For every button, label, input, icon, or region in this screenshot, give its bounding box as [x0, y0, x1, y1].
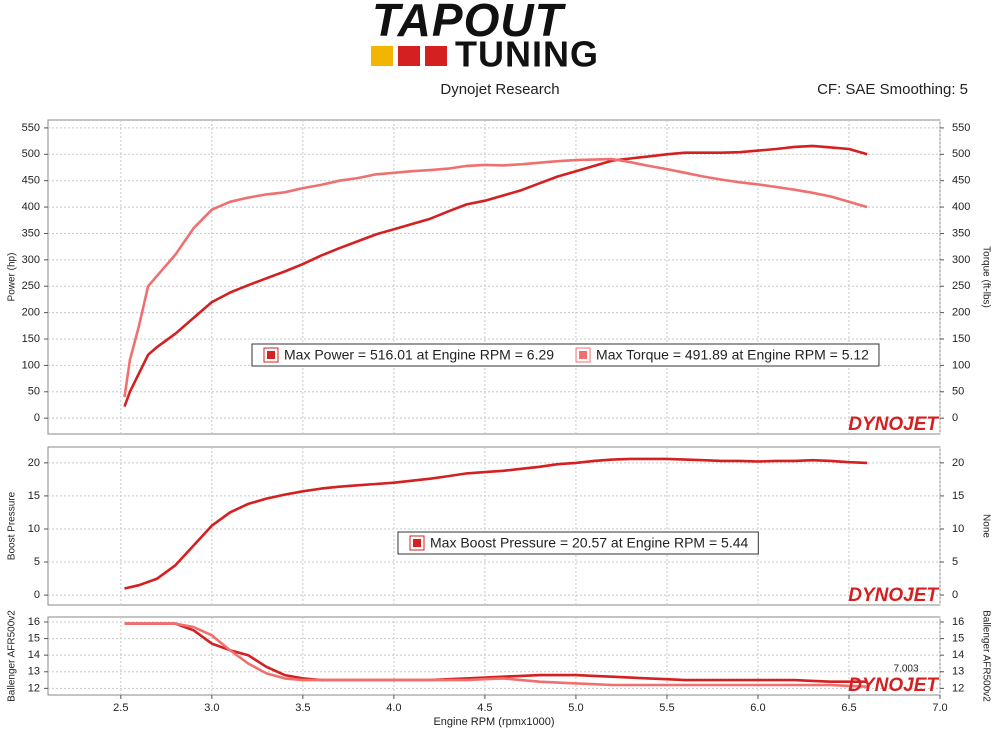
watermark: DYNOJET	[848, 675, 939, 696]
plot-area	[47, 616, 941, 696]
y-tick-label: 15	[28, 490, 40, 502]
y2-tick-label: 20	[952, 457, 964, 469]
x-axis-label: Engine RPM (rpmx1000)	[433, 716, 554, 728]
logo-top: TAPOUT	[372, 0, 567, 46]
y2-tick-label: 150	[952, 333, 970, 345]
y-tick-label: 5	[34, 556, 40, 568]
watermark: DYNOJET	[848, 585, 939, 606]
y2-tick-label: 12	[952, 682, 964, 694]
logo-stripe	[398, 46, 420, 66]
y-tick-label: 16	[28, 616, 40, 628]
series-line	[123, 144, 868, 408]
y2-tick-label: 500	[952, 148, 970, 160]
y-tick-label: 200	[22, 307, 40, 319]
logo-bottom: TUNING	[455, 34, 599, 75]
series-line	[124, 622, 868, 688]
y-tick-label: 100	[22, 359, 40, 371]
y2-axis-label: Ballenger AFR500v2	[980, 610, 991, 702]
legend-box	[397, 531, 759, 555]
x-tick-label: 6.5	[841, 702, 856, 714]
y-tick-label: 150	[22, 333, 40, 345]
y-axis-label: Ballenger AFR500v2	[7, 610, 18, 702]
y-tick-label: 450	[22, 175, 40, 187]
y-tick-label: 400	[22, 201, 40, 213]
legend-label: Max Torque = 491.89 at Engine RPM = 5.12	[596, 347, 869, 363]
y2-tick-label: 300	[952, 254, 970, 266]
logo-stripe	[425, 46, 447, 66]
y2-tick-label: 200	[952, 307, 970, 319]
legend-label: Max Power = 516.01 at Engine RPM = 6.29	[284, 347, 554, 363]
y-tick-label: 10	[28, 523, 40, 535]
x-tick-label: 5.5	[659, 702, 674, 714]
y-tick-label: 50	[28, 386, 40, 398]
y2-axis-label: Torque (ft-lbs)	[980, 246, 991, 308]
plot-area	[47, 119, 941, 435]
y-tick-label: 15	[28, 632, 40, 644]
y2-tick-label: 0	[952, 589, 958, 601]
x-tick-label: 4.0	[386, 702, 401, 714]
y2-tick-label: 13	[952, 666, 964, 678]
y2-tick-label: 15	[952, 632, 964, 644]
legend: Max Boost Pressure = 20.57 at Engine RPM…	[397, 531, 759, 555]
y-tick-label: 13	[28, 666, 40, 678]
x-tick-label: 5.0	[568, 702, 583, 714]
source: Dynojet Research	[440, 81, 559, 98]
y2-tick-label: 5	[952, 556, 958, 568]
y-tick-label: 250	[22, 280, 40, 292]
x-tick-label: 2.5	[113, 702, 128, 714]
x-tick-label: 6.0	[750, 702, 765, 714]
logo: TAPOUT TUNING	[371, 0, 599, 75]
plot-area	[47, 446, 941, 606]
y-tick-label: 550	[22, 122, 40, 134]
y2-tick-label: 10	[952, 523, 964, 535]
y-axis-label: Power (hp)	[7, 253, 18, 302]
x-tick-label: 3.0	[204, 702, 219, 714]
y-tick-label: 14	[28, 649, 40, 661]
watermark: DYNOJET	[848, 414, 939, 435]
legend-label: Max Boost Pressure = 20.57 at Engine RPM…	[430, 535, 749, 551]
y-axis-label: Boost Pressure	[7, 491, 18, 560]
y-tick-label: 350	[22, 227, 40, 239]
legend-swatch-fill	[267, 351, 275, 359]
y-tick-label: 0	[34, 412, 40, 424]
y-tick-label: 12	[28, 682, 40, 694]
y-tick-label: 300	[22, 254, 40, 266]
settings: CF: SAE Smoothing: 5	[817, 81, 968, 98]
y-tick-label: 0	[34, 589, 40, 601]
legend: Max Power = 516.01 at Engine RPM = 6.29 M…	[251, 343, 880, 367]
legend-swatch-fill	[413, 539, 421, 547]
annotation: 7.003	[893, 664, 918, 675]
y2-tick-label: 350	[952, 227, 970, 239]
series-line	[123, 157, 868, 398]
y2-tick-label: 16	[952, 616, 964, 628]
x-tick-label: 7.0	[932, 702, 947, 714]
series-line	[124, 457, 868, 590]
y2-tick-label: 0	[952, 412, 958, 424]
y2-tick-label: 100	[952, 359, 970, 371]
y2-tick-label: 50	[952, 386, 964, 398]
x-tick-label: 4.5	[477, 702, 492, 714]
legend-box	[251, 343, 880, 367]
x-tick-label: 3.5	[295, 702, 310, 714]
y2-tick-label: 14	[952, 649, 964, 661]
y2-axis-label: None	[980, 514, 991, 538]
y2-tick-label: 250	[952, 280, 970, 292]
y2-tick-label: 550	[952, 122, 970, 134]
y2-tick-label: 450	[952, 175, 970, 187]
legend-swatch-fill	[579, 351, 588, 359]
logo-stripe	[371, 46, 393, 66]
y-tick-label: 500	[22, 148, 40, 160]
y2-tick-label: 400	[952, 201, 970, 213]
y-tick-label: 20	[28, 457, 40, 469]
y2-tick-label: 15	[952, 490, 964, 502]
series-line	[124, 622, 868, 683]
